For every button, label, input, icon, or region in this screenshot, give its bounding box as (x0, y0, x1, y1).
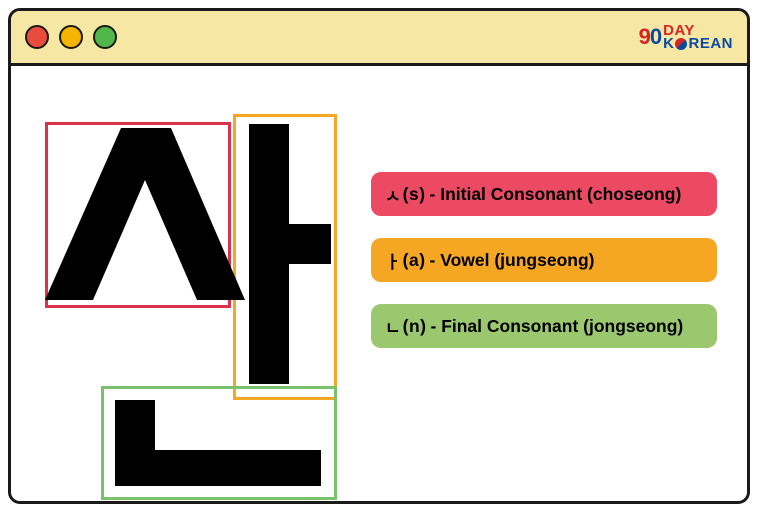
window-frame: 90 DAY K REAN (8, 8, 750, 504)
a-glyph-icon (241, 124, 331, 384)
legend-roman-2: (n) (403, 316, 427, 337)
hangul-syllable-diagram (41, 114, 341, 474)
legend-roman-0: (s) (403, 184, 426, 205)
taeguk-icon (675, 38, 687, 50)
brand-0: 0 (650, 24, 661, 49)
brand-logo: 90 DAY K REAN (639, 24, 733, 51)
minimize-dot-icon[interactable] (59, 25, 83, 49)
legend-jongseong: ㄴ(n)- Final Consonant (jongseong) (371, 304, 717, 348)
close-dot-icon[interactable] (25, 25, 49, 49)
legend-jamo-2: ㄴ (385, 314, 401, 339)
siot-glyph-icon (37, 128, 245, 318)
legend-jamo-0: ㅅ (385, 182, 401, 207)
brand-9: 9 (639, 24, 650, 49)
legend-label-2: - Final Consonant (jongseong) (431, 316, 684, 337)
window-dots (25, 25, 117, 49)
brand-kor-pre: K (663, 37, 674, 51)
content-area: ㅅ(s)- Initial Consonant (choseong) ㅏ(a)-… (11, 66, 747, 504)
legend-jungseong: ㅏ(a)- Vowel (jungseong) (371, 238, 717, 282)
maximize-dot-icon[interactable] (93, 25, 117, 49)
legend: ㅅ(s)- Initial Consonant (choseong) ㅏ(a)-… (371, 172, 717, 466)
legend-choseong: ㅅ(s)- Initial Consonant (choseong) (371, 172, 717, 216)
brand-korean: K REAN (663, 37, 733, 51)
brand-kor-post: REAN (688, 37, 733, 51)
nieun-glyph-icon (115, 400, 321, 486)
legend-jamo-1: ㅏ (385, 248, 401, 273)
legend-label-0: - Initial Consonant (choseong) (430, 184, 682, 205)
legend-label-1: - Vowel (jungseong) (430, 250, 595, 271)
titlebar: 90 DAY K REAN (11, 11, 747, 66)
legend-roman-1: (a) (403, 250, 426, 271)
